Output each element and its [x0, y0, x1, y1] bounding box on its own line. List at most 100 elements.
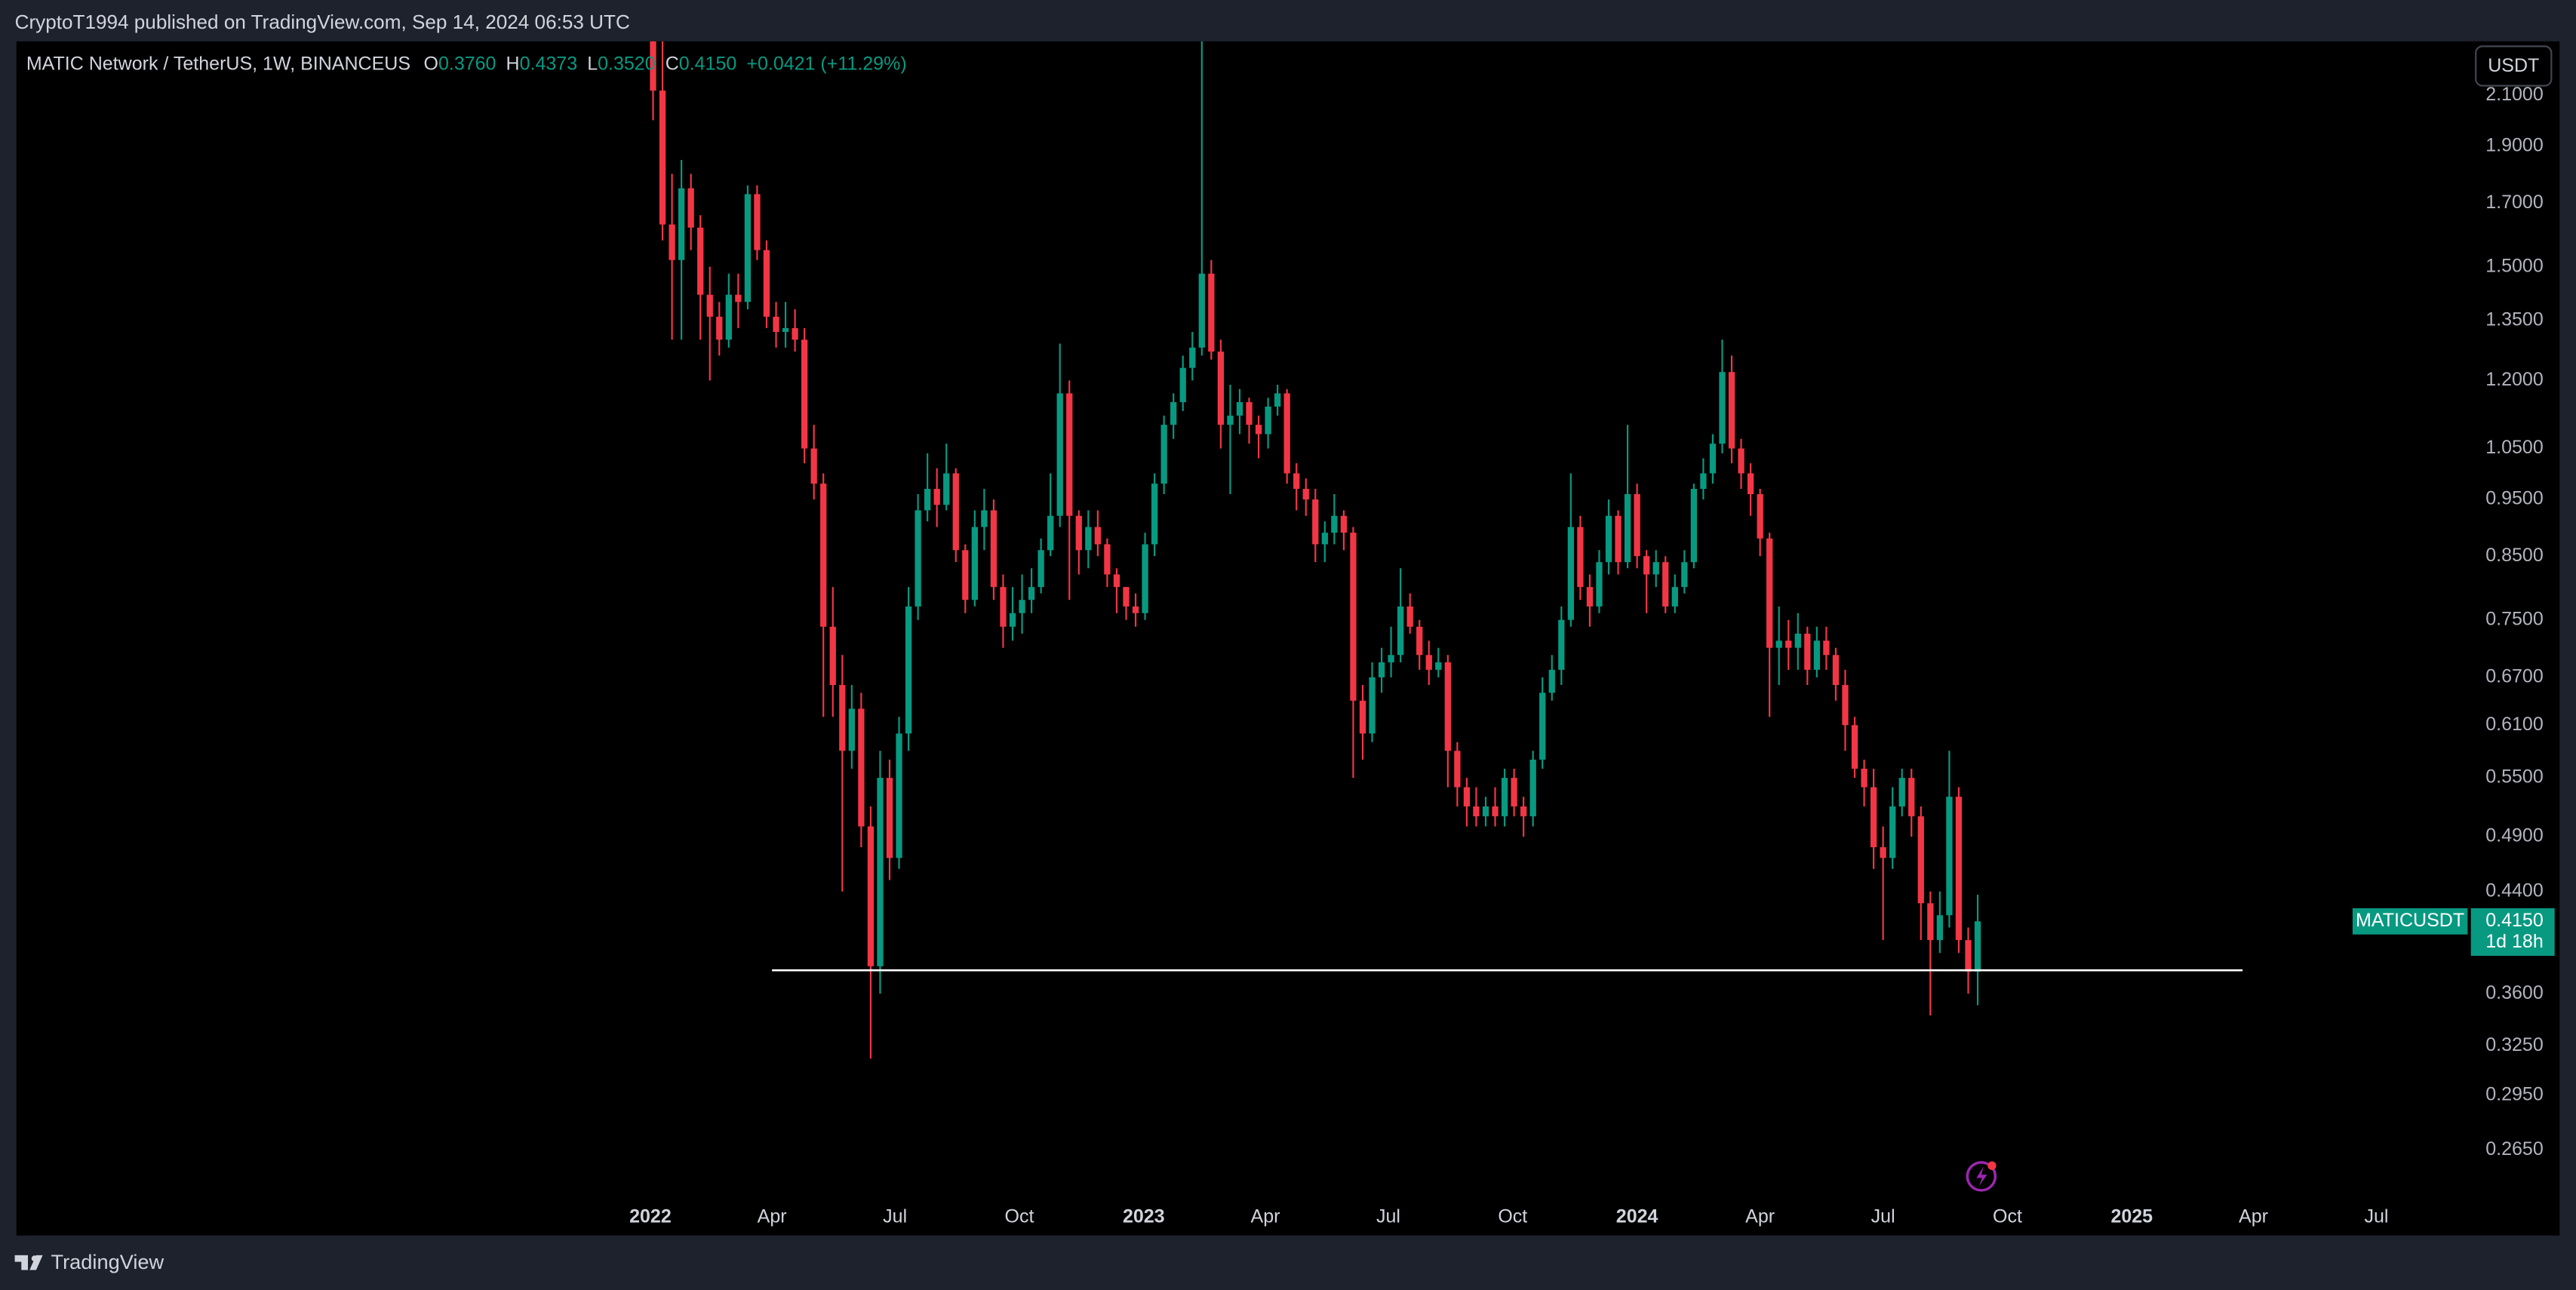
candle-body [1709, 444, 1717, 474]
candle-body [1019, 600, 1025, 613]
candle-body [905, 606, 912, 734]
candle-body [1842, 685, 1849, 726]
candle-body [1085, 527, 1092, 551]
y-tick-label: 0.3600 [2485, 982, 2544, 1003]
price-tag: 0.4150 [2485, 910, 2544, 931]
candle-body [1482, 806, 1489, 817]
candle-body [659, 91, 666, 225]
candle-body [820, 484, 827, 627]
candle-body [1075, 515, 1082, 551]
candle-body [1009, 613, 1016, 627]
y-tick-label: 0.4400 [2485, 880, 2544, 901]
candle-body [1142, 544, 1148, 613]
candle-body [1917, 816, 1924, 904]
ohlc-label: L [587, 53, 598, 74]
y-tick-label: 1.7000 [2485, 192, 2544, 213]
candle-body [1302, 489, 1309, 500]
candle-body [1700, 473, 1707, 490]
candle-body [1246, 402, 1253, 425]
candle-body [1785, 640, 1792, 648]
candle-body [1293, 473, 1300, 490]
candle-body [1312, 499, 1319, 545]
candle-body [1388, 655, 1394, 663]
candle-body [1425, 655, 1432, 670]
y-tick-label: 0.3250 [2485, 1034, 2544, 1055]
y-tick-label: 1.9000 [2485, 135, 2544, 156]
y-tick-label: 0.8500 [2485, 545, 2544, 566]
candle-body [1056, 393, 1063, 516]
candle-body [782, 327, 789, 332]
candle-body [1416, 626, 1423, 656]
y-tick-label: 0.6700 [2485, 665, 2544, 686]
candle-body [1151, 484, 1158, 545]
candle-body [1898, 778, 1905, 807]
candle-body [1160, 425, 1167, 484]
legend-title: MATIC Network / TetherUS, 1W, BINANCEUS [26, 53, 410, 74]
candle-body [933, 489, 940, 505]
candle-body [867, 826, 875, 966]
candle-body [1974, 921, 1981, 972]
candle-body [1766, 538, 1773, 648]
candle-body [1965, 940, 1972, 972]
candle-body [962, 550, 969, 600]
countdown: 1d 18h [2485, 931, 2544, 952]
candle-body [1605, 515, 1612, 563]
candle-body [924, 489, 931, 511]
symbol-tag: MATICUSDT [2356, 910, 2464, 931]
alert-icon[interactable] [1966, 1161, 1997, 1192]
x-tick-label: 2023 [1123, 1206, 1165, 1227]
candle-body [1463, 787, 1471, 807]
candle-body [1880, 847, 1886, 858]
candle-body [1189, 347, 1196, 368]
candle-body [1615, 515, 1622, 563]
currency-label: USDT [2488, 55, 2539, 76]
candle-body [886, 778, 893, 858]
candle-body [1265, 406, 1271, 435]
candle-body [1501, 778, 1508, 817]
candle-body [1870, 787, 1877, 848]
publish-header: CryptoT1994 published on TradingView.com… [15, 11, 630, 33]
candle-body [1719, 372, 1726, 444]
x-tick-label: Oct [1005, 1206, 1034, 1227]
x-tick-label: Jul [1871, 1206, 1895, 1227]
logo-dot [31, 1255, 38, 1262]
ohlc-label: C [666, 53, 679, 74]
x-tick-label: Oct [1993, 1206, 2022, 1227]
candle-body [1529, 760, 1536, 817]
x-tick-label: Apr [1745, 1206, 1775, 1227]
candle-body [1511, 778, 1517, 807]
ohlc-label: O [423, 53, 438, 74]
candle-body [1851, 725, 1858, 769]
candle-body [1227, 415, 1234, 425]
y-tick-label: 0.2950 [2485, 1083, 2544, 1104]
candle-body [1662, 562, 1669, 607]
candle-body [858, 708, 865, 827]
icon-ring [1966, 1161, 1997, 1192]
candle-body [1492, 806, 1499, 817]
candle-body [678, 188, 685, 260]
candle-body [952, 473, 959, 551]
candle-body [1331, 515, 1338, 533]
candle-body [1813, 640, 1821, 670]
candle-body [716, 316, 723, 340]
currency-button[interactable] [2475, 45, 2553, 87]
candle-body [1539, 693, 1546, 760]
candle-body [1586, 587, 1594, 607]
x-tick-label: 2024 [1616, 1206, 1658, 1227]
candle-body [1170, 402, 1177, 425]
candle-body [1179, 367, 1186, 403]
y-tick-label: 1.3500 [2485, 309, 2544, 330]
x-tick-label: Jul [2365, 1206, 2389, 1227]
candle-body [1208, 273, 1215, 352]
y-tick-label: 0.2650 [2485, 1138, 2544, 1159]
candle-body [1037, 550, 1044, 588]
candle-body [773, 316, 779, 332]
candle-body [1936, 915, 1944, 941]
candle-body [1861, 768, 1867, 788]
candle-body [943, 473, 950, 505]
candle-body [1558, 619, 1565, 670]
candle-body [990, 510, 998, 588]
candle-body [1028, 587, 1035, 600]
x-tick-label: 2022 [629, 1206, 672, 1227]
candle-body [706, 294, 713, 317]
